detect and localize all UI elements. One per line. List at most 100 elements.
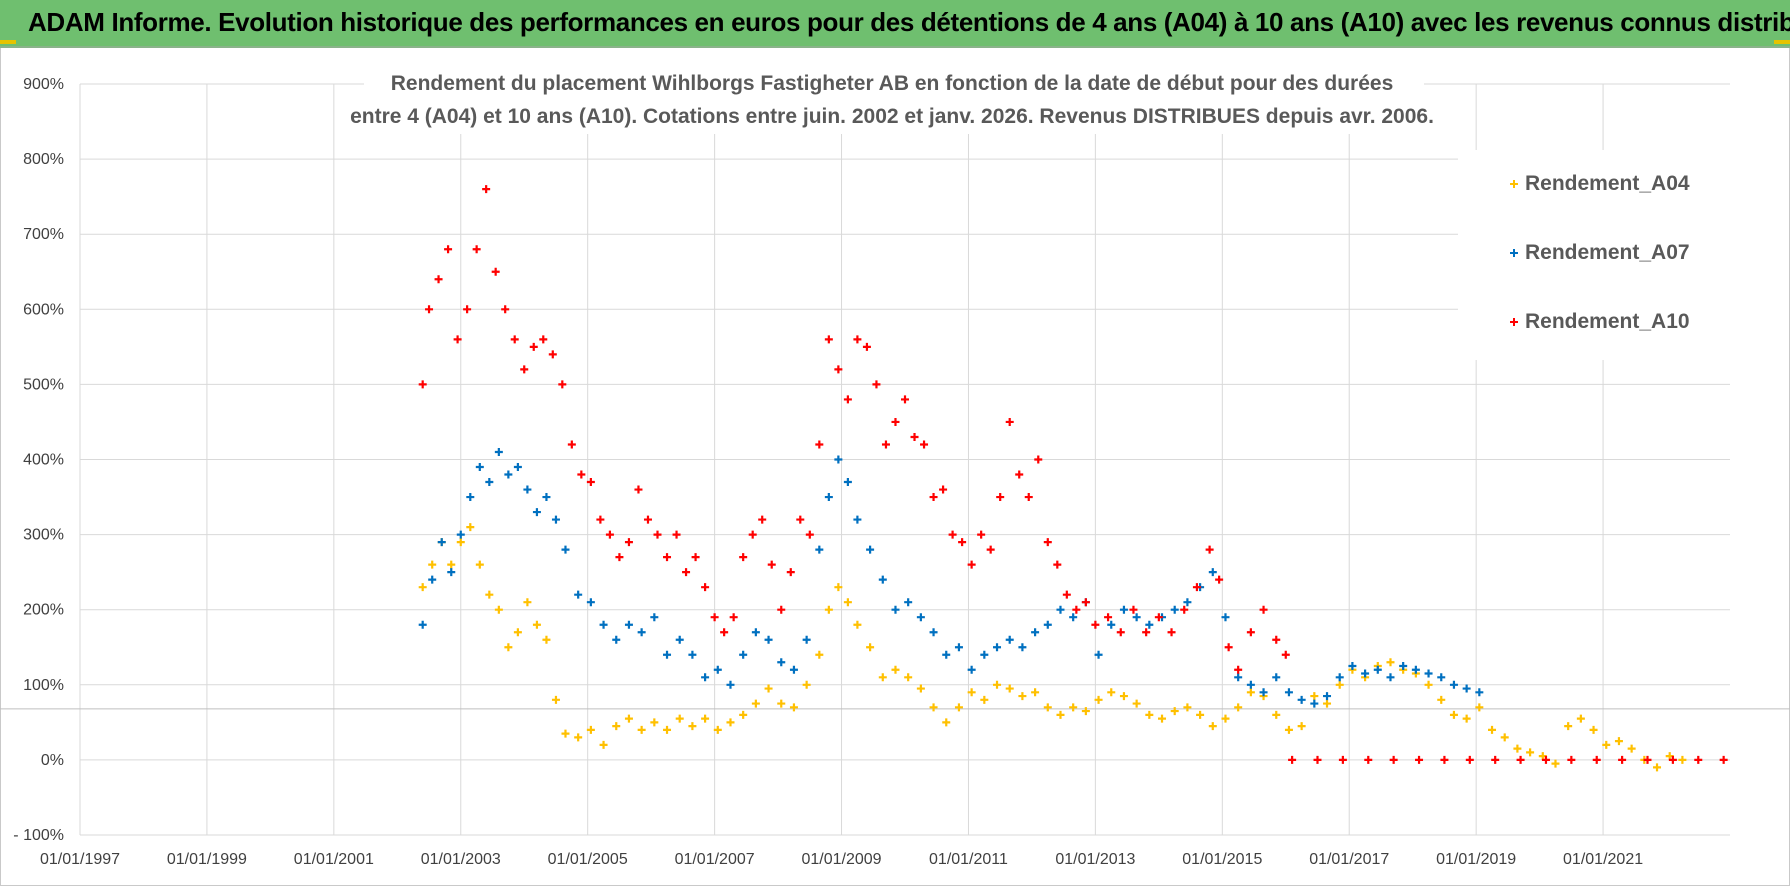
data-point: [1437, 695, 1446, 704]
data-point: [1310, 699, 1319, 708]
data-point: [672, 530, 681, 539]
data-point: [682, 568, 691, 577]
data-point: [494, 605, 503, 614]
y-tick-label: 900%: [23, 76, 64, 93]
y-tick-label: - 100%: [13, 827, 64, 844]
data-point: [967, 560, 976, 569]
data-point: [796, 515, 805, 524]
data-point: [713, 725, 722, 734]
data-point: [1234, 665, 1243, 674]
data-point: [1592, 755, 1601, 764]
data-point: [967, 688, 976, 697]
data-point: [532, 620, 541, 629]
x-tick-label: 01/01/2017: [1309, 851, 1389, 868]
data-point: [513, 628, 522, 637]
data-point: [1462, 714, 1471, 723]
data-point: [1043, 620, 1052, 629]
data-point: [1551, 759, 1560, 768]
header-banner: ADAM Informe. Evolution historique des p…: [0, 0, 1790, 48]
data-point: [986, 545, 995, 554]
data-point: [751, 699, 760, 708]
data-point: [805, 530, 814, 539]
data-point: [418, 380, 427, 389]
data-point: [1516, 755, 1525, 764]
data-point: [764, 635, 773, 644]
data-point: [1335, 673, 1344, 682]
data-point: [1602, 740, 1611, 749]
data-point: [834, 583, 843, 592]
data-point: [1272, 673, 1281, 682]
data-point: [551, 515, 560, 524]
data-point: [726, 680, 735, 689]
data-point: [425, 305, 434, 314]
data-point: [561, 729, 570, 738]
data-point: [1208, 568, 1217, 577]
data-point: [1475, 688, 1484, 697]
data-point: [1246, 628, 1255, 637]
data-point: [1119, 605, 1128, 614]
data-point: [1614, 737, 1623, 746]
data-point: [929, 493, 938, 502]
data-point: [1259, 605, 1268, 614]
data-point: [843, 395, 852, 404]
data-point: [624, 538, 633, 547]
data-point: [1180, 605, 1189, 614]
data-point: [815, 440, 824, 449]
data-point: [1015, 470, 1024, 479]
data-point: [824, 605, 833, 614]
data-point: [1104, 613, 1113, 622]
data-point: [491, 267, 500, 276]
series-Rendement_A07: [418, 447, 1484, 708]
data-point: [701, 673, 710, 682]
data-point: [1488, 725, 1497, 734]
data-point: [1618, 755, 1627, 764]
data-point: [558, 380, 567, 389]
data-point: [1513, 744, 1522, 753]
data-point: [713, 665, 722, 674]
data-point: [1053, 560, 1062, 569]
data-point: [993, 643, 1002, 652]
data-point: [501, 305, 510, 314]
data-point: [510, 335, 519, 344]
data-point: [615, 553, 624, 562]
data-point: [904, 598, 913, 607]
data-point: [1437, 673, 1446, 682]
data-point: [824, 335, 833, 344]
series-Rendement_A10: [418, 185, 1728, 764]
data-point: [942, 718, 951, 727]
data-point: [539, 335, 548, 344]
data-point: [1465, 755, 1474, 764]
data-point: [777, 605, 786, 614]
data-point: [1364, 755, 1373, 764]
data-point: [942, 650, 951, 659]
x-tick-label: 01/01/2005: [548, 851, 628, 868]
data-point: [1215, 575, 1224, 584]
data-point: [1158, 714, 1167, 723]
data-point: [1424, 680, 1433, 689]
data-point: [1424, 669, 1433, 678]
series-Rendement_A04: [418, 523, 1687, 772]
data-point: [624, 714, 633, 723]
data-point: [561, 545, 570, 554]
data-point: [1154, 613, 1163, 622]
data-point: [954, 643, 963, 652]
data-point: [1323, 692, 1332, 701]
data-point: [482, 185, 491, 194]
data-point: [612, 722, 621, 731]
data-point: [843, 478, 852, 487]
data-point: [466, 493, 475, 502]
data-point: [777, 699, 786, 708]
data-point: [853, 515, 862, 524]
data-point: [1415, 755, 1424, 764]
data-point: [599, 740, 608, 749]
data-point: [1288, 755, 1297, 764]
data-point: [764, 684, 773, 693]
data-point: [586, 725, 595, 734]
corner-mark-right: [1774, 40, 1790, 44]
data-point: [1386, 658, 1395, 667]
x-tick-label: 01/01/2009: [801, 851, 881, 868]
data-point: [1348, 662, 1357, 671]
data-point: [529, 342, 538, 351]
y-tick-label: 500%: [23, 376, 64, 393]
data-point: [834, 455, 843, 464]
